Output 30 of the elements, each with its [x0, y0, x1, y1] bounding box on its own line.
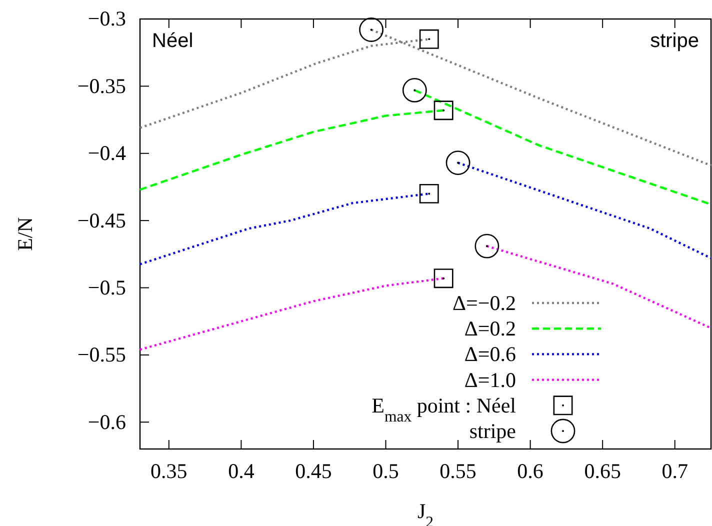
point [434, 100, 454, 120]
x-tick-label: 0.45 [295, 458, 332, 483]
legend-label: Δ=−0.2 [452, 291, 516, 315]
x-tick-label: 0.55 [440, 458, 476, 483]
y-tick-label: −0.45 [77, 208, 126, 232]
point [446, 150, 470, 175]
x-tick-label: 0.35 [150, 458, 188, 483]
y-tick-label: −0.35 [77, 74, 126, 98]
y-tick-label: −0.3 [88, 6, 126, 31]
y-tick-label: −0.55 [77, 342, 126, 367]
point [474, 234, 500, 258]
x-tick-label: 0.65 [584, 458, 621, 483]
point [419, 29, 439, 49]
x-tick-label: 0.6 [517, 458, 544, 483]
x-tick-label: 0.5 [372, 458, 399, 483]
legend-label: Δ=0.2 [464, 316, 516, 341]
annotation: stripe [650, 30, 699, 52]
x-tick-label: 0.7 [662, 458, 688, 483]
y-tick-label: −0.6 [88, 410, 126, 434]
x-tick-label: 0.4 [228, 458, 255, 483]
legend-label: Δ=0.6 [464, 342, 516, 366]
legend-label: Δ=1.0 [464, 368, 516, 392]
point [402, 78, 427, 102]
y-tick-label: −0.5 [88, 275, 126, 300]
y-tick-label: −0.4 [88, 141, 126, 166]
point [359, 18, 384, 42]
y-axis-title: E/N [13, 217, 37, 251]
point [419, 184, 439, 204]
point [434, 268, 454, 288]
annotation: Néel [152, 30, 194, 52]
